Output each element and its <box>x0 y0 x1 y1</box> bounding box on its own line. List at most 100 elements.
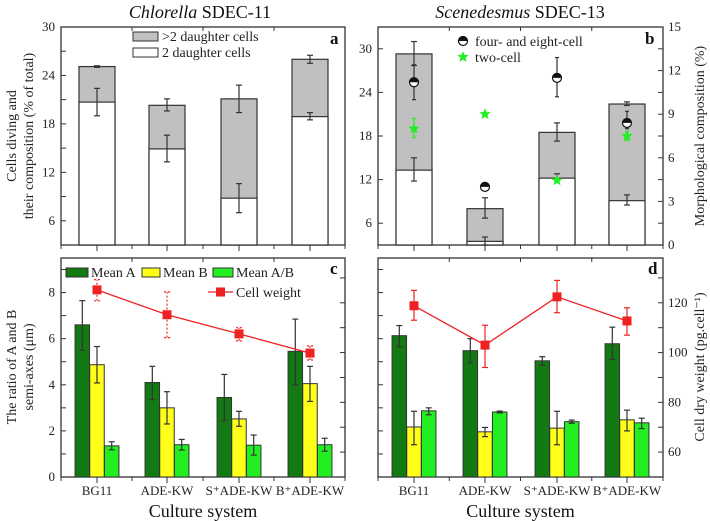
y-tick-label: 18 <box>359 128 372 143</box>
point-cell-weight <box>552 292 562 302</box>
point-cell-weight <box>162 310 172 320</box>
marker-top-half <box>480 182 490 187</box>
error-bar-mean-b <box>307 365 313 402</box>
error-bar-total <box>164 98 170 112</box>
bar-lower <box>608 200 646 246</box>
point-cell-weight <box>305 348 315 358</box>
x-tick-label: BG11 <box>82 483 113 498</box>
marker-top-half <box>458 36 468 41</box>
y-tick-label: 24 <box>42 67 56 82</box>
error-bar-mean-a-b <box>108 441 115 451</box>
point-two-cell <box>551 174 563 186</box>
panel-letter-b: b <box>645 29 654 48</box>
error-bar-total <box>307 54 313 64</box>
y-label-line2: their composition (% of total) <box>22 52 37 219</box>
x-tick-label: ADE-KW <box>459 483 512 498</box>
point-cell-weight <box>480 340 490 350</box>
error-bar-2-daughter <box>307 111 313 121</box>
y-label-line1: The ratio of A and B <box>5 310 20 425</box>
x-tick-label: B⁺ADE-KW <box>276 483 345 498</box>
error-bar-mean-a-b <box>496 410 503 414</box>
panel-letter-d: d <box>648 259 658 278</box>
bar-mean-b <box>231 418 247 478</box>
point-cell-weight <box>234 329 244 339</box>
error-bar-mean-a <box>292 318 299 386</box>
y-tick-label: 9 <box>668 106 675 121</box>
error-bar-lower <box>624 194 630 206</box>
error-bar-total <box>624 101 630 107</box>
y-tick-label: 6 <box>49 213 56 228</box>
error-bar-2-daughter <box>94 87 100 117</box>
error-bar-mean-a-b <box>250 434 257 456</box>
error-bar-mean-a <box>396 324 403 348</box>
bar-lower <box>538 177 576 246</box>
y-label-line1: Cells diving and <box>5 90 20 182</box>
error-bar-mean-a <box>539 356 546 366</box>
y-tick-label: 12 <box>42 164 55 179</box>
legend-swatch-mean-b <box>141 267 161 278</box>
y-tick-label: 30 <box>359 41 372 56</box>
bar-mean-a-b <box>491 411 508 478</box>
legend-label-2: 2 daughter cells <box>162 46 251 61</box>
error-bar-cell-weight <box>164 291 170 339</box>
bar-mean-b <box>477 431 493 478</box>
error-bar-total <box>482 197 488 219</box>
error-bar-mean-a-b <box>425 407 432 416</box>
y-tick-label: 4 <box>49 377 56 392</box>
error-bar-total <box>236 84 242 114</box>
error-bar-lower <box>482 236 488 246</box>
title-italic: Scenedesmus <box>435 2 530 22</box>
y-tick-label: 24 <box>359 84 373 99</box>
title-italic: Chlorella <box>129 2 197 22</box>
error-bar-cell-weight <box>236 327 242 342</box>
x-tick-label: BG11 <box>399 483 430 498</box>
y-tick-label: 18 <box>42 116 55 131</box>
error-bar-mean-b <box>94 345 100 384</box>
legend-swatch-mean-ab <box>212 267 234 278</box>
error-bar-mean-b <box>164 391 170 425</box>
bar-mean-a <box>462 350 479 478</box>
point-four-eight-cell <box>621 117 633 129</box>
legend-swatch-2 <box>132 47 159 58</box>
bar-mean-a <box>604 343 621 478</box>
error-bar-mean-a <box>221 373 228 422</box>
point-cell-weight <box>622 316 632 326</box>
legend-label-mean-a: Mean A <box>91 266 137 281</box>
panel-title: Chlorella SDEC-11 <box>129 2 271 22</box>
error-bar-total <box>94 65 100 68</box>
point-cell-weight <box>409 301 419 311</box>
x-axis-label-c: Culture system <box>149 501 258 521</box>
error-bar-mean-b <box>236 410 242 427</box>
legend-label-four-eight: four- and eight-cell <box>475 35 583 50</box>
cell-weight-line <box>96 289 311 354</box>
legend-swatch-gt2 <box>132 31 159 42</box>
error-bar-2-daughter <box>164 134 170 163</box>
x-tick-label: ADE-KW <box>141 483 194 498</box>
error-bar-cell-weight <box>94 279 100 302</box>
panel-title: Scenedesmus SDEC-13 <box>435 2 604 22</box>
bar-mean-a-b <box>103 445 120 478</box>
legend-label-cell-weight: Cell weight <box>236 286 301 301</box>
y-label-line2: semi-axes (μm) <box>22 323 37 411</box>
point-two-cell <box>408 122 420 134</box>
x-tick-label: B⁺ADE-KW <box>593 483 662 498</box>
marker-top-half <box>409 77 419 83</box>
legend-label-gt2: >2 daughter cells <box>162 30 259 45</box>
point-four-eight-cell <box>408 77 420 88</box>
x-axis-label-d: Culture system <box>466 501 575 521</box>
legend-swatch-mean-a <box>65 267 89 278</box>
y-tick-label: 60 <box>668 444 681 459</box>
y2-axis-label-b: Morphological composition (%) <box>693 45 708 226</box>
legend-label-two-cell: two-cell <box>475 51 521 66</box>
y-tick-label: 15 <box>668 19 681 34</box>
marker-top-half <box>622 118 632 123</box>
error-bar-mean-b <box>624 409 630 432</box>
error-bar-mean-a <box>609 326 616 361</box>
y-tick-label: 80 <box>668 394 681 409</box>
panel-letter-c: c <box>330 259 338 278</box>
y-tick-label: 3 <box>668 193 675 208</box>
point-four-eight-cell <box>551 72 563 83</box>
error-bar-mean-b <box>554 410 560 446</box>
cell-weight-line <box>413 296 628 346</box>
